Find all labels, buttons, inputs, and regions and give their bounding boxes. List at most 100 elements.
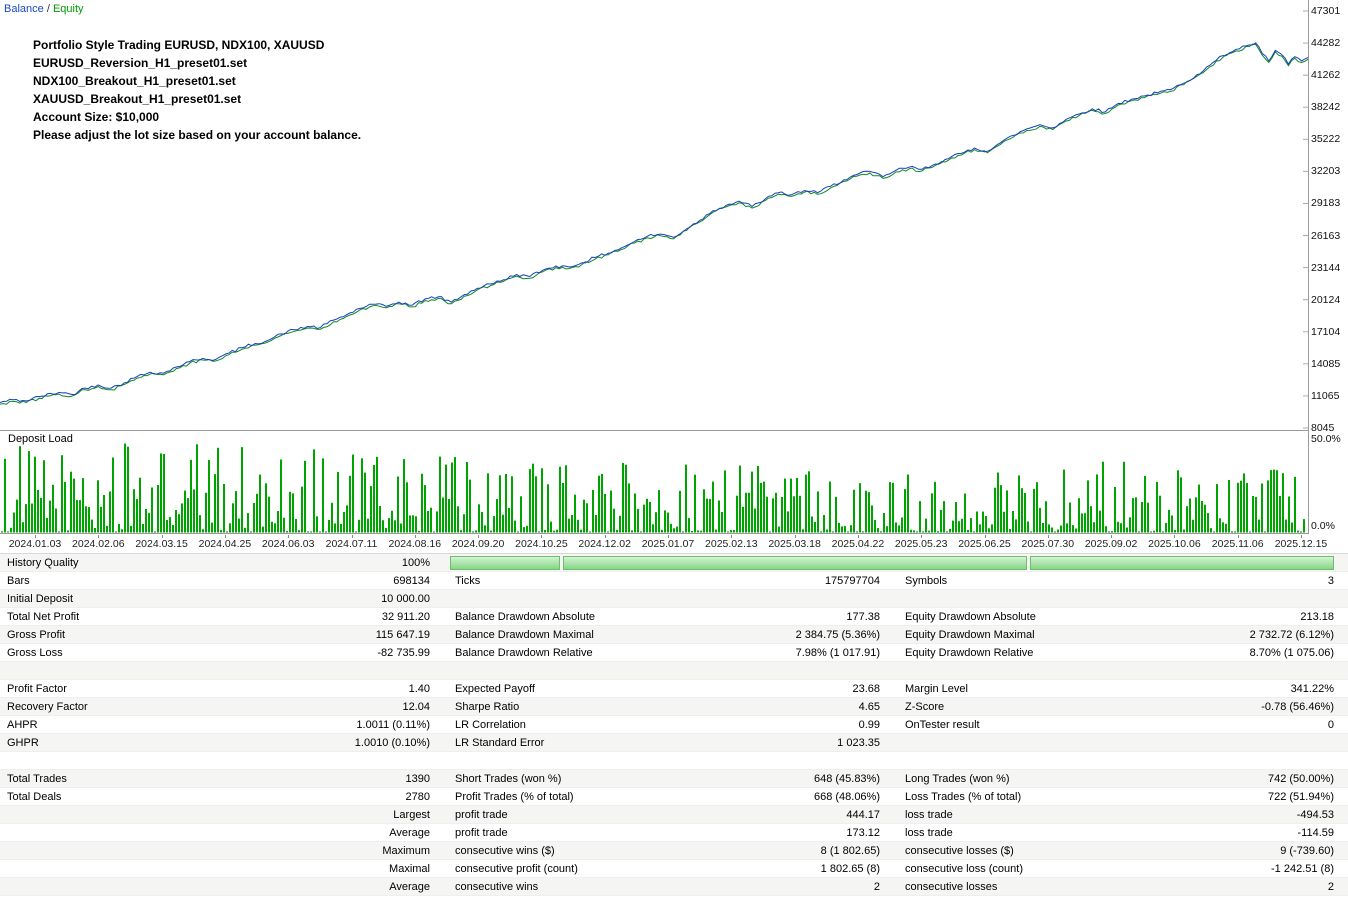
y-axis-label: 23144 [1311, 261, 1341, 274]
stat-row: History Quality 100% [0, 554, 1348, 572]
y-axis-label: 29183 [1311, 197, 1341, 210]
x-axis-tick [1174, 535, 1176, 538]
stat-label: LR Standard Error [455, 737, 545, 749]
stat-value: 8 (1 802.65) [820, 845, 880, 857]
deposit-load-canvas[interactable] [0, 431, 1309, 534]
x-axis-date-label: 2024.10.25 [515, 538, 568, 550]
y-axis-label: 17104 [1311, 325, 1341, 338]
x-axis-tick [161, 535, 163, 538]
main-chart-y-axis: 47301 44282 41262 38242 35222 32203 29183 26163… [1311, 0, 1348, 434]
y-axis-label: 32203 [1311, 165, 1341, 178]
stat-value [1140, 590, 1334, 607]
spacer [430, 734, 455, 751]
x-axis-date-label: 2025.04.22 [831, 538, 885, 550]
stat-label: loss trade [905, 809, 953, 821]
spacer [880, 590, 905, 607]
legend-equity[interactable]: Equity [52, 3, 84, 15]
stat-row: Gross Profit 115 647.19 Balance Drawdown M… [0, 626, 1348, 644]
balance-curve-canvas[interactable] [0, 0, 1309, 431]
deposit-load-chart[interactable]: Deposit Load [0, 431, 1309, 534]
stat-label: Loss Trades (% of total) [905, 791, 1022, 803]
stat-value: 115 647.19 [375, 629, 430, 641]
legend-separator: / [43, 3, 53, 15]
stat-value: 1 802.65 (8) [820, 863, 880, 875]
x-axis-date-label: 2025.12.15 [1274, 538, 1328, 550]
stat-label: Gross Profit [7, 629, 66, 641]
stat-value: Maximal [389, 863, 430, 875]
legend-balance[interactable]: Balance [4, 3, 44, 15]
spacer-row [0, 662, 1348, 680]
annotation-line-account-size: Account Size: $10,000 [33, 110, 160, 124]
spacer [880, 572, 905, 589]
stat-row: Average consecutive wins 2 consecutive loss… [0, 878, 1348, 896]
stat-row: Total Deals 2780 Profit Trades (% of total… [0, 788, 1348, 806]
x-axis-date-label: 2024.03.15 [135, 538, 188, 550]
stat-label: Total Deals [7, 791, 62, 803]
stat-value: 742 (50.00%) [1267, 773, 1334, 785]
x-axis-date-label: 2025.02.13 [705, 538, 758, 550]
y-axis-label: 8045 [1311, 422, 1335, 434]
x-axis-date-label: 2024.09.20 [451, 538, 505, 550]
x-axis-tick [98, 535, 100, 538]
stat-label: Equity Drawdown Absolute [905, 611, 1036, 623]
stat-label [455, 590, 700, 607]
stat-label: consecutive profit (count) [455, 863, 578, 875]
stat-value: 100% [401, 557, 430, 569]
stat-value: 0 [1327, 719, 1334, 731]
x-axis-tick [478, 535, 480, 538]
spacer [880, 806, 905, 823]
x-axis-date-label: 2025.11.06 [1211, 538, 1264, 550]
spacer [880, 626, 905, 643]
balance-equity-chart[interactable]: Balance / Equity Portfolio Style Trading… [0, 0, 1309, 431]
stat-value: 175797704 [824, 575, 880, 587]
stat-value: 698134 [393, 575, 430, 587]
spacer [430, 590, 455, 607]
spacer [880, 842, 905, 859]
stat-value: -1 242.51 (8) [1271, 863, 1334, 875]
stat-label: Expected Payoff [455, 683, 535, 695]
spacer [880, 824, 905, 841]
x-axis-tick [1301, 535, 1302, 538]
y-axis-label: 26163 [1311, 229, 1341, 242]
stat-value: Maximum [382, 845, 430, 857]
x-axis-tick [541, 535, 543, 538]
annotation-line-preset-2: NDX100_Breakout_H1_preset01.set [33, 74, 236, 88]
stat-label: Long Trades (won %) [905, 773, 1010, 785]
x-axis-tick [1111, 535, 1113, 538]
spacer [430, 644, 455, 661]
x-axis-tick [604, 535, 606, 538]
stat-label: Bars [7, 575, 30, 587]
x-axis-date-label: 2024.04.25 [198, 538, 252, 550]
load-y-min-label: 0.0% [1311, 520, 1335, 532]
stat-value: 1390 [405, 773, 430, 785]
stat-label: OnTester result [905, 719, 980, 731]
spacer-row [0, 752, 1348, 770]
spacer [430, 680, 455, 697]
stat-value: 341.22% [1290, 683, 1334, 695]
stat-value: 444.17 [846, 809, 880, 821]
spacer [880, 860, 905, 877]
stat-label: profit trade [455, 827, 508, 839]
stat-value: 7.98% (1 017.91) [795, 647, 880, 659]
annotation-line-preset-3: XAUUSD_Breakout_H1_preset01.set [33, 92, 242, 106]
stat-value: 4.65 [858, 701, 880, 713]
spacer [430, 608, 455, 625]
stat-value: 177.38 [846, 611, 880, 623]
x-axis-tick [794, 535, 796, 538]
stat-value: 1.0011 (0.11%) [356, 719, 430, 731]
stat-label: Balance Drawdown Absolute [455, 611, 596, 623]
stat-label: GHPR [7, 737, 39, 749]
stat-label: Total Trades [7, 773, 67, 785]
stat-label: History Quality [7, 557, 79, 569]
x-axis-date-label: 2024.02.06 [72, 538, 125, 550]
stat-value: Average [389, 827, 430, 839]
stat-row: Initial Deposit 10 000.00 [0, 590, 1348, 608]
spacer [880, 698, 905, 715]
x-axis-date-label: 2024.08.16 [388, 538, 442, 550]
stat-label: consecutive wins [455, 881, 539, 893]
y-axis-label: 47301 [1311, 5, 1341, 17]
x-axis-date-label: 2024.12.02 [578, 538, 631, 550]
stat-value: 2 732.72 (6.12%) [1249, 629, 1334, 641]
spacer [430, 572, 455, 589]
stat-value [1140, 734, 1334, 751]
